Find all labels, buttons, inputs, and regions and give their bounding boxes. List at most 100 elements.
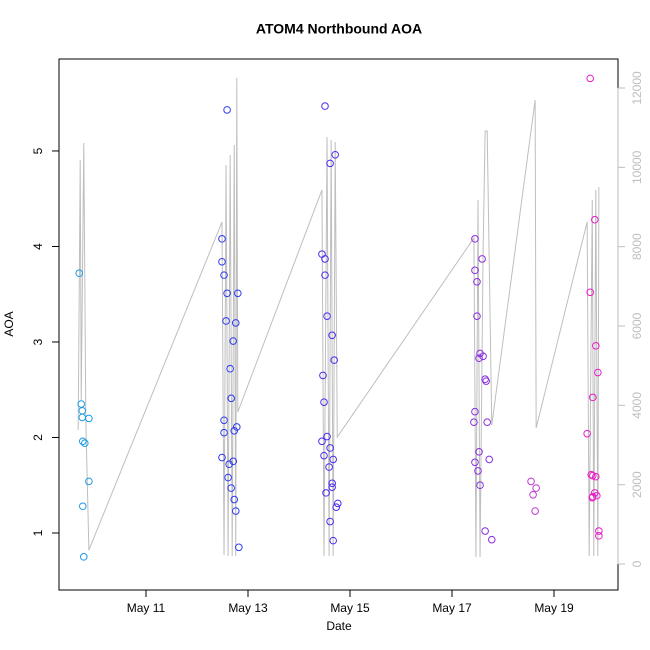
point	[227, 484, 235, 492]
x-tick-label: May 19	[534, 601, 574, 615]
data-line	[77, 77, 600, 558]
point	[482, 377, 490, 385]
point	[218, 235, 226, 243]
point	[473, 312, 481, 320]
x-tick-label: May 11	[127, 601, 166, 615]
point	[323, 312, 331, 320]
point	[328, 483, 336, 491]
point	[318, 437, 326, 446]
point	[320, 398, 328, 406]
point	[329, 536, 337, 545]
point	[326, 517, 334, 526]
point	[588, 471, 597, 480]
y-tick-label: 5	[31, 147, 45, 154]
point	[321, 255, 329, 263]
point	[229, 337, 238, 345]
point	[479, 352, 487, 361]
y2-tick-label: 2000	[630, 471, 644, 498]
point	[325, 463, 333, 471]
x-tick-label: May 13	[228, 601, 268, 615]
point	[81, 439, 89, 448]
point	[218, 257, 226, 266]
y2-tick-label: 12000	[630, 71, 644, 105]
chart-title: ATOM4 Northbound AOA	[256, 21, 422, 37]
point	[594, 368, 602, 377]
point	[476, 481, 484, 490]
x-tick-label: May 15	[330, 601, 370, 615]
point	[471, 266, 479, 275]
point	[225, 460, 233, 469]
point	[227, 394, 235, 403]
point	[328, 479, 336, 488]
point	[471, 458, 479, 467]
point	[224, 473, 232, 482]
point	[475, 354, 483, 363]
point	[223, 106, 231, 114]
point	[230, 426, 239, 435]
point	[78, 502, 87, 511]
point	[75, 269, 83, 278]
point	[320, 451, 328, 460]
point	[592, 341, 600, 350]
point	[583, 429, 591, 438]
point	[331, 150, 340, 159]
point	[79, 553, 88, 561]
point	[321, 271, 329, 279]
point	[85, 477, 93, 486]
point	[326, 159, 334, 168]
y2-tick-label: 4000	[630, 392, 644, 419]
point	[527, 477, 535, 486]
point	[471, 407, 479, 416]
y2-tick-label: 10000	[630, 150, 644, 184]
y-tick-label: 2	[31, 434, 45, 441]
y2-tick-label: 0	[630, 560, 644, 567]
point	[321, 102, 329, 110]
point	[487, 535, 496, 544]
point	[475, 448, 483, 456]
point	[231, 319, 240, 327]
point	[593, 491, 601, 500]
point	[592, 472, 600, 481]
point	[474, 467, 482, 475]
point	[223, 289, 231, 298]
y-tick-label: 4	[31, 243, 45, 250]
point	[478, 255, 486, 263]
point	[473, 278, 481, 286]
point	[588, 393, 597, 402]
point	[529, 490, 537, 499]
x-tick-label: May 17	[432, 601, 472, 615]
point	[230, 495, 239, 504]
point	[220, 416, 228, 425]
point	[222, 317, 230, 325]
point	[332, 503, 341, 511]
point	[532, 484, 540, 492]
y-axis-label: AOA	[2, 311, 16, 336]
y2-tick-label: 8000	[630, 233, 644, 260]
y2-tick-label: 6000	[630, 312, 644, 339]
point	[586, 74, 595, 83]
point	[590, 215, 599, 224]
point	[78, 437, 87, 446]
point	[85, 414, 93, 423]
point	[220, 271, 228, 279]
point	[218, 453, 226, 462]
point	[322, 489, 330, 497]
point	[329, 455, 337, 464]
point	[595, 527, 603, 535]
point	[588, 493, 597, 502]
point	[328, 331, 336, 340]
x-axis-label: Date	[326, 619, 352, 633]
point	[333, 499, 342, 508]
point	[323, 432, 331, 441]
point	[220, 428, 228, 437]
point	[234, 289, 242, 298]
point	[319, 371, 327, 380]
point	[226, 364, 234, 373]
point	[232, 423, 241, 431]
point	[471, 235, 479, 243]
point	[330, 356, 338, 364]
point	[595, 532, 603, 540]
point	[235, 543, 243, 552]
